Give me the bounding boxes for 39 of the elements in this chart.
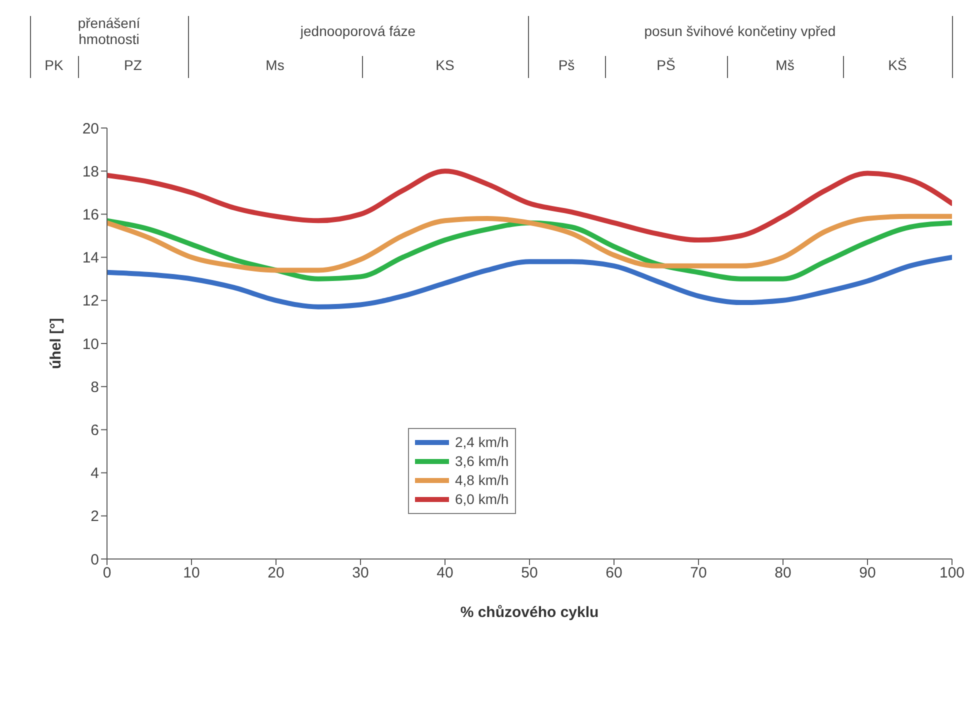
text: posun švihové končetiny vpřed xyxy=(643,22,837,41)
legend-label: 6,0 km/h xyxy=(454,490,509,509)
text: KŠ xyxy=(887,56,908,75)
legend-label: 2,4 km/h xyxy=(454,433,509,452)
x-tick-label: 70 xyxy=(690,564,707,582)
y-tick-label: 16 xyxy=(82,206,99,224)
x-axis-title: % chůzového cyklu xyxy=(460,604,599,621)
x-tick-label: 50 xyxy=(521,564,538,582)
legend-label: 4,8 km/h xyxy=(454,471,509,490)
x-tick-label: 80 xyxy=(774,564,792,582)
x-tick-label: 90 xyxy=(859,564,876,582)
y-tick-label: 0 xyxy=(90,551,99,568)
y-tick-label: 12 xyxy=(82,292,99,310)
x-tick-label: 100 xyxy=(939,564,965,582)
text: Mš xyxy=(774,56,796,75)
text: PŠ xyxy=(656,56,676,75)
text: KS xyxy=(434,56,456,75)
legend-label: 3,6 km/h xyxy=(454,452,509,471)
y-tick-label: 6 xyxy=(90,422,99,440)
text: PZ xyxy=(123,56,143,75)
text: PK xyxy=(44,56,64,75)
x-tick-label: 60 xyxy=(606,564,622,582)
x-tick-label: 20 xyxy=(268,564,284,582)
y-tick-label: 4 xyxy=(90,465,99,482)
y-tick-label: 10 xyxy=(82,336,99,353)
y-tick-label: 20 xyxy=(82,120,99,138)
x-tick-label: 40 xyxy=(436,564,454,582)
y-tick-label: 2 xyxy=(90,508,99,526)
text: přenášení hmotnosti xyxy=(76,14,142,49)
y-axis-title: úhel [°] xyxy=(47,318,64,369)
y-tick-label: 14 xyxy=(82,250,99,267)
x-tick-label: 30 xyxy=(352,564,369,582)
text: Pš xyxy=(557,56,576,75)
y-tick-label: 18 xyxy=(82,163,99,180)
y-tick-label: 8 xyxy=(90,378,99,396)
text: jednooporová fáze xyxy=(299,22,417,41)
x-tick-label: 0 xyxy=(102,564,112,582)
x-tick-label: 10 xyxy=(183,564,200,582)
text: Ms xyxy=(264,56,286,75)
